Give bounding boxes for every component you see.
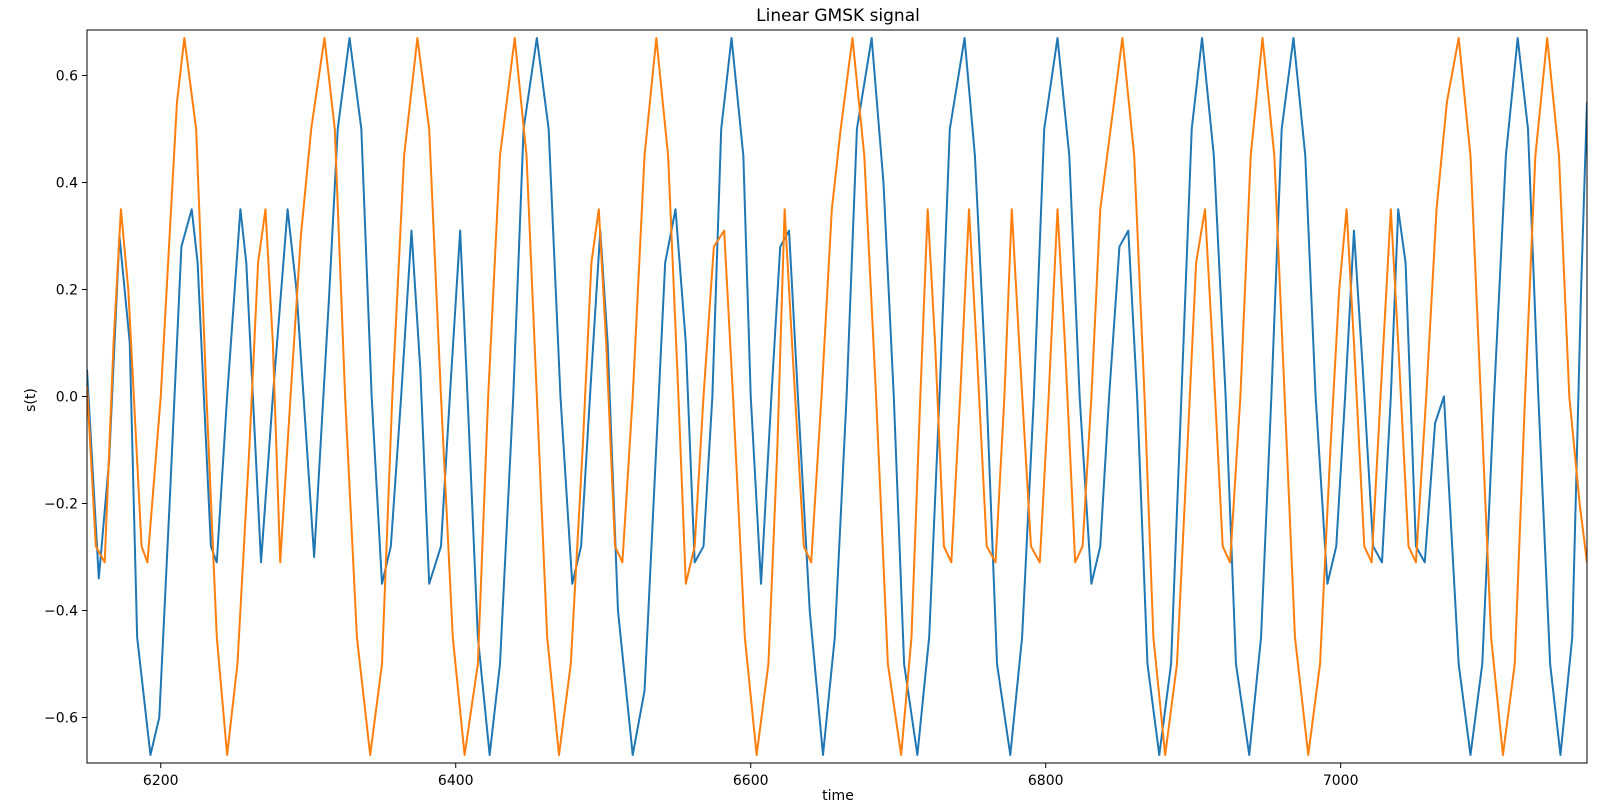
y-tick-label: 0.4 (56, 175, 78, 191)
x-tick-label: 6800 (1028, 773, 1064, 789)
x-tick-label: 6600 (733, 773, 769, 789)
y-axis-label: s(t) (23, 388, 39, 412)
y-tick-label: −0.4 (44, 604, 78, 620)
y-tick-label: 0.6 (56, 68, 78, 84)
x-axis-label: time (822, 788, 854, 804)
series-line-1 (87, 37, 1587, 756)
y-tick-label: −0.6 (44, 711, 78, 727)
x-tick-label: 6200 (143, 773, 179, 789)
x-axis: 6200 6400 6600 6800 7000 (143, 763, 1359, 789)
plot-frame (86, 29, 1588, 764)
y-axis: −0.6 −0.4 −0.2 0.0 0.2 0.4 0.6 (44, 68, 87, 727)
chart-title: Linear GMSK signal (756, 6, 920, 26)
x-tick-label: 7000 (1323, 773, 1359, 789)
series-layer (87, 37, 1587, 756)
x-tick-label: 6400 (438, 773, 474, 789)
series-line-2 (87, 37, 1587, 756)
y-tick-label: −0.2 (44, 497, 78, 513)
y-tick-label: 0.0 (56, 390, 78, 406)
y-tick-label: 0.2 (56, 282, 78, 298)
